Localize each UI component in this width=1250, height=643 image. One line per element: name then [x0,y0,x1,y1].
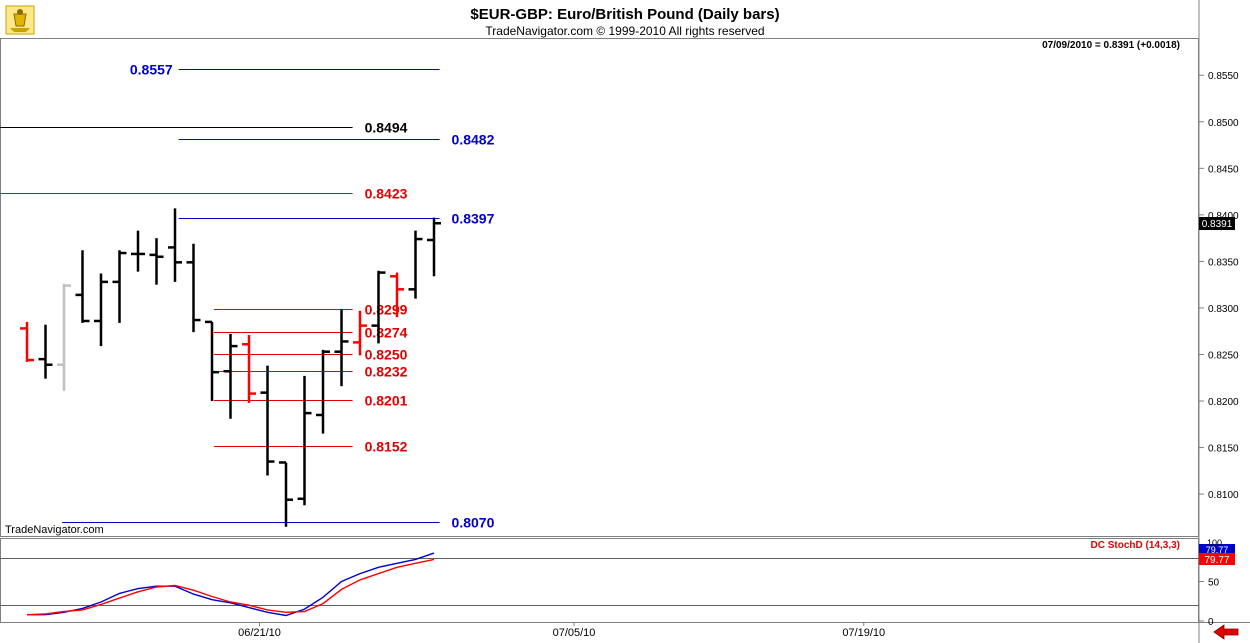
ohlc-bar [353,310,367,356]
x-tick-label: 07/05/10 [553,627,596,639]
level-label: 0.8274 [365,325,408,341]
last-price-tag [1199,217,1235,230]
ohlc-bars [20,208,441,527]
ohlc-bar [205,320,219,402]
date-axis: 06/21/10 07/05/10 07/19/10 [238,622,885,639]
y-tick-label: 0.8100 [1208,490,1239,501]
last-price-label: 0.8391 [1202,219,1233,230]
stoch-k-tag [1199,544,1235,554]
level-label: 0.8423 [365,186,408,202]
level-label: 0.8557 [130,62,173,78]
chart-title: $EUR-GBP: Euro/British Pound (Daily bars… [470,6,779,23]
level-label: 0.8152 [365,439,408,455]
level-label: 0.8494 [365,120,408,136]
level-label: 0.8070 [452,515,495,531]
ohlc-bar [57,283,71,391]
stoch-d-tag [1199,553,1235,565]
tradenavigator-logo [5,5,35,35]
ohlc-bar [260,365,275,476]
level-label: 0.8299 [365,302,408,318]
ohlc-bar [149,238,164,285]
y-tick-label: 0.8250 [1208,350,1239,361]
ohlc-bar [223,334,238,419]
y-tick-label: 0.8400 [1208,211,1239,222]
stoch-tick-label: 0 [1208,617,1214,628]
stochastic-line [26,558,435,616]
ohlc-bar [94,273,108,347]
level-label: 0.8232 [365,364,408,380]
level-lines: 0.8557 0.8494 0.8482 0.8423 0.8397 0.8299 0.82… [0,62,495,531]
left-arrow-icon[interactable] [1212,624,1240,640]
stochastic-title: DC StochD (14,3,3) [1091,540,1180,551]
ohlc-bar [408,230,423,299]
y-tick-label: 0.8300 [1208,304,1239,315]
y-tick-label: 0.8200 [1208,397,1239,408]
ohlc-bar [316,349,330,434]
ohlc-bar [75,250,90,323]
ohlc-bar [279,461,293,527]
ohlc-bar [112,250,127,323]
ohlc-bar [186,243,201,333]
stochastic-lines: 50 0 [0,552,1220,628]
y-tick-label: 0.8500 [1208,118,1239,129]
ohlc-bar [371,270,386,344]
y-tick-label: 0.8550 [1208,71,1239,82]
stoch-top-tick: 100 [1207,538,1222,548]
chart-subtitle: TradeNavigator.com © 1999-2010 All right… [485,24,764,38]
ohlc-bar [131,230,145,272]
ohlc-bar [427,217,441,277]
watermark-text: TradeNavigator.com [5,524,104,536]
level-label: 0.8250 [365,347,408,363]
y-tick-label: 0.8450 [1208,164,1239,175]
ohlc-bar [334,308,349,387]
price-y-axis: 0.8100 0.8150 0.8200 0.8250 0.8300 0.8350 0.84… [1199,71,1239,501]
ohlc-bar [242,334,256,403]
stochastic-panel [0,538,1199,623]
last-quote-readout: 07/09/2010 = 0.8391 (+0.0018) [1042,40,1180,51]
stochastic-line [27,552,435,617]
x-tick-label: 06/21/10 [238,627,281,639]
stoch-k-value: 79.77 [1206,545,1229,555]
x-tick-label: 07/19/10 [842,627,885,639]
level-label: 0.8201 [365,393,408,409]
ohlc-bar [168,208,182,282]
ohlc-bar [390,272,404,318]
stoch-tick-label: 50 [1208,578,1220,589]
ohlc-bar [38,324,53,379]
stoch-d-value: 79.77 [1204,555,1229,566]
y-tick-label: 0.8150 [1208,444,1239,455]
level-label: 0.8482 [452,132,495,148]
y-tick-label: 0.8350 [1208,257,1239,268]
ohlc-bar [297,375,312,506]
price-panel [0,38,1199,537]
ohlc-bar [20,321,34,362]
level-label: 0.8397 [452,211,495,227]
